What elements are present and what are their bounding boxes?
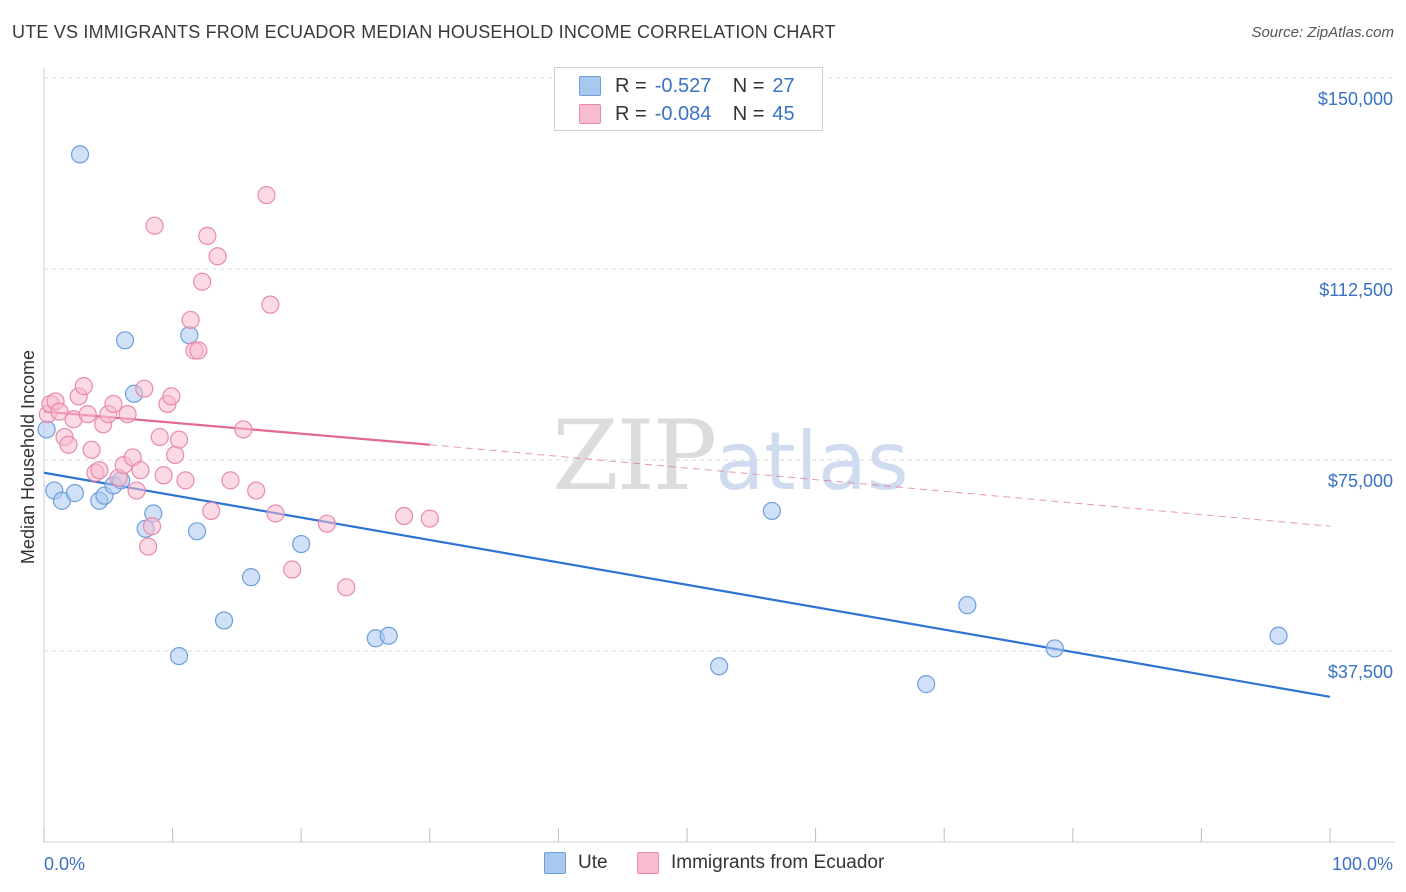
ecuador-point <box>337 578 356 597</box>
ute-point <box>180 326 199 345</box>
ute-point <box>187 522 207 541</box>
ecuador-point <box>169 430 189 449</box>
legend-n-value: 27 <box>772 74 795 97</box>
watermark-atlas: atlas <box>715 415 909 508</box>
ecuador-point <box>247 481 266 500</box>
ute-point <box>65 484 84 503</box>
ecuador-point <box>145 216 164 235</box>
ecuador-point <box>78 405 97 424</box>
y-tick-label: $75,000 <box>1328 471 1393 491</box>
series-label-ecuador: Immigrants from Ecuador <box>671 852 885 873</box>
legend-row-ute: R = -0.527 N = 27 <box>579 74 795 98</box>
legend-swatch-ute <box>579 76 601 96</box>
chart-title: UTE VS IMMIGRANTS FROM ECUADOR MEDIAN HO… <box>12 22 836 42</box>
ecuador-point <box>118 405 137 424</box>
legend-swatch-ecuador <box>579 104 601 124</box>
ecuador-point <box>394 506 414 526</box>
legend-row-ecuador: R = -0.084 N = 45 <box>579 102 795 126</box>
legend-r-label: R = <box>615 74 647 97</box>
ecuador-point <box>261 295 280 314</box>
legend-n-label: N = <box>732 74 765 97</box>
ute-point <box>917 675 936 694</box>
trend-lines <box>43 410 1331 698</box>
data-points <box>37 145 1288 694</box>
legend-r-value: -0.084 <box>654 102 712 125</box>
ute-point <box>169 646 189 666</box>
ecuador-point <box>142 517 162 536</box>
series-label-ute: Ute <box>578 852 608 873</box>
ecuador-point <box>59 435 78 454</box>
ecuador-point <box>127 481 146 500</box>
ecuador-point <box>420 509 439 528</box>
ecuador-trend-extension <box>429 444 1331 527</box>
ecuador-point <box>74 377 93 396</box>
ecuador-point <box>139 537 158 556</box>
axis-labels: $37,500 $75,000 $112,500 $150,000 0.0% 100.0%… <box>18 89 1393 874</box>
ute-point <box>70 145 90 164</box>
legend-r-value: -0.527 <box>654 74 712 97</box>
grid-lines <box>44 77 1395 652</box>
ecuador-point <box>189 341 208 360</box>
x-tick-label: 0.0% <box>44 854 85 874</box>
series-swatch-ecuador <box>637 852 659 874</box>
ecuador-point <box>104 394 123 414</box>
legend-n-value: 45 <box>772 102 795 125</box>
series-swatch-ute <box>544 852 566 874</box>
axes <box>43 68 1395 843</box>
y-tick-label: $150,000 <box>1318 89 1393 109</box>
ecuador-point <box>176 471 195 490</box>
series-legend-ecuador[interactable]: Immigrants from Ecuador <box>637 852 884 874</box>
correlation-legend: R = -0.527 N = 27 R = -0.084 N = 45 <box>554 67 823 131</box>
y-tick-label: $112,500 <box>1319 280 1393 300</box>
ute-point <box>762 501 781 521</box>
ecuador-point <box>283 560 302 579</box>
ecuador-point <box>154 466 173 485</box>
ecuador-point <box>166 445 185 465</box>
legend-n-label: N = <box>732 102 765 125</box>
watermark: ZIPatlas <box>552 400 909 512</box>
ute-point <box>1045 639 1064 658</box>
y-axis-label: Median Household Income <box>18 350 38 564</box>
x-tick-label: 100.0% <box>1332 854 1393 874</box>
ecuador-point <box>266 504 285 523</box>
ute-point <box>241 568 261 587</box>
ecuador-point <box>135 379 154 398</box>
ecuador-point <box>150 427 169 447</box>
ute-point <box>710 657 729 676</box>
ecuador-point <box>208 247 227 266</box>
y-tick-label: $37,500 <box>1328 662 1393 682</box>
ute-point <box>1269 626 1288 645</box>
ute-point <box>379 626 398 645</box>
ute-point <box>958 596 977 615</box>
ute-trend-line <box>43 471 1331 698</box>
ute-point <box>37 420 56 439</box>
ecuador-point <box>193 272 212 291</box>
source-credit: Source: ZipAtlas.com <box>1251 24 1394 41</box>
ecuador-point <box>50 402 69 421</box>
ecuador-point <box>221 471 240 490</box>
series-legend-ute[interactable]: Ute <box>544 852 608 874</box>
watermark-zip: ZIP <box>552 400 717 512</box>
ute-point <box>292 534 311 554</box>
ute-point <box>115 331 135 350</box>
ecuador-point <box>82 440 101 459</box>
ecuador-point <box>198 226 217 245</box>
ecuador-point <box>162 387 181 406</box>
legend-r-label: R = <box>615 102 647 125</box>
ecuador-point <box>257 186 276 205</box>
ecuador-point <box>90 461 109 480</box>
ecuador-point <box>131 461 150 480</box>
ecuador-point <box>317 514 337 533</box>
ute-point <box>214 611 234 630</box>
ecuador-point <box>234 420 253 439</box>
series-legend: Ute Immigrants from Ecuador <box>0 852 1406 878</box>
ecuador-point <box>202 501 221 521</box>
ecuador-point <box>181 310 200 330</box>
